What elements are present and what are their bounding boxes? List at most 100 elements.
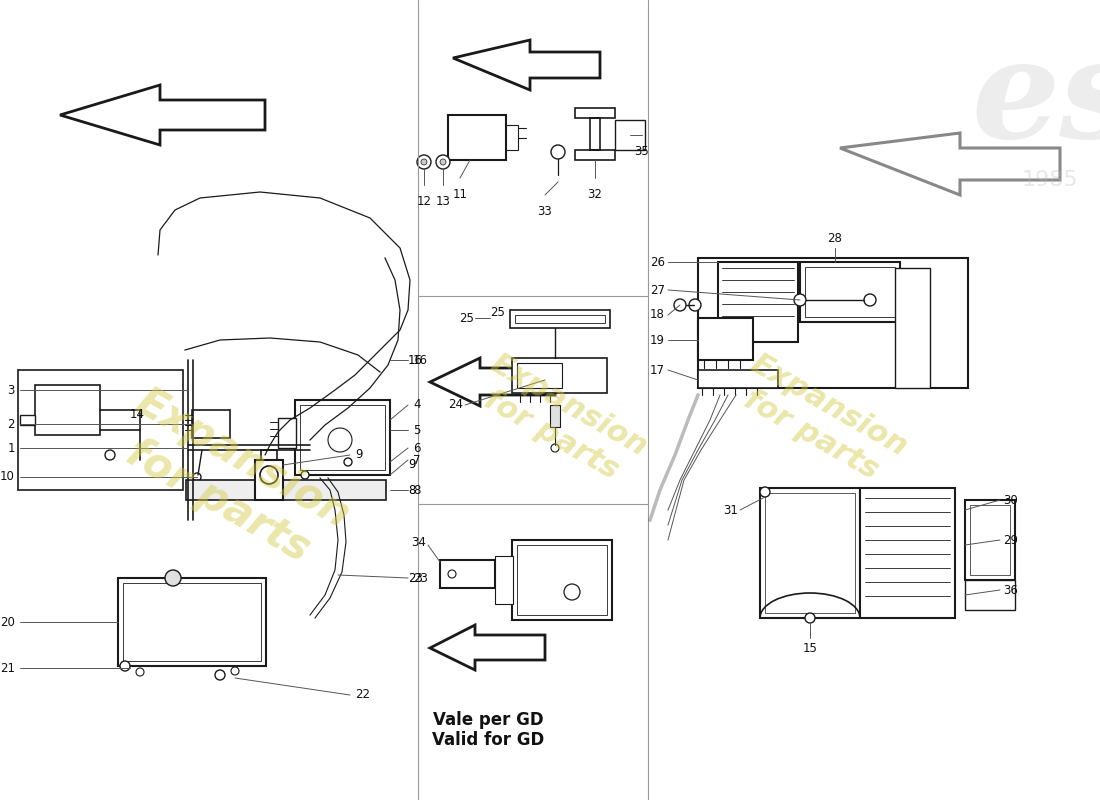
Text: 19: 19 [650, 334, 666, 346]
Bar [186, 480, 386, 500]
Text: 33: 33 [538, 205, 552, 218]
Circle shape [328, 428, 352, 452]
Text: 36: 36 [1003, 583, 1018, 597]
Text: Expansion
for parts: Expansion for parts [728, 349, 912, 491]
Text: 10: 10 [0, 470, 15, 483]
Text: 15: 15 [803, 642, 817, 655]
Text: Valid for GD: Valid for GD [432, 731, 544, 749]
Text: 13: 13 [436, 195, 450, 208]
Text: 6: 6 [412, 442, 420, 454]
Bar [517, 363, 562, 388]
Bar [512, 358, 607, 393]
Text: 34: 34 [411, 537, 426, 550]
Bar [970, 505, 1010, 575]
Bar [512, 540, 612, 620]
Text: 31: 31 [723, 503, 738, 517]
Text: 1: 1 [8, 442, 15, 454]
Text: 25: 25 [459, 311, 474, 325]
Bar [965, 580, 1015, 610]
Text: 23: 23 [408, 571, 422, 585]
Circle shape [564, 584, 580, 600]
Bar [495, 566, 507, 582]
Circle shape [674, 299, 686, 311]
Bar [698, 318, 754, 360]
Bar [300, 405, 385, 470]
Polygon shape [575, 108, 615, 160]
Text: 17: 17 [650, 363, 666, 377]
Text: 16: 16 [412, 354, 428, 366]
Bar [448, 115, 506, 160]
Text: 25: 25 [490, 306, 505, 319]
Polygon shape [60, 85, 265, 145]
Text: 8: 8 [412, 483, 420, 497]
Circle shape [104, 450, 116, 460]
Circle shape [344, 458, 352, 466]
Text: 12: 12 [417, 195, 431, 208]
Bar [805, 267, 895, 317]
Text: Vale per GD: Vale per GD [432, 711, 543, 729]
Circle shape [231, 667, 239, 675]
Circle shape [448, 570, 456, 578]
Polygon shape [430, 625, 544, 670]
Text: 2: 2 [8, 418, 15, 430]
Text: 5: 5 [412, 423, 420, 437]
Circle shape [260, 466, 278, 484]
Text: 22: 22 [355, 689, 370, 702]
Bar [255, 460, 283, 500]
Text: 20: 20 [0, 615, 15, 629]
Circle shape [136, 668, 144, 676]
Text: 23: 23 [412, 571, 428, 585]
Circle shape [301, 471, 309, 479]
Bar [18, 370, 183, 490]
Circle shape [120, 661, 130, 671]
Text: 16: 16 [408, 354, 424, 366]
Bar [123, 583, 261, 661]
Bar [895, 268, 930, 388]
Circle shape [192, 473, 201, 481]
Circle shape [440, 159, 446, 165]
Bar [615, 120, 645, 150]
Circle shape [805, 613, 815, 623]
Polygon shape [20, 415, 35, 425]
Text: 4: 4 [412, 398, 420, 411]
Bar [515, 315, 605, 323]
Bar [965, 500, 1015, 580]
Circle shape [689, 299, 701, 311]
Circle shape [417, 155, 431, 169]
Bar [760, 488, 860, 618]
Bar [698, 258, 968, 388]
Text: 11: 11 [452, 188, 468, 201]
Text: 18: 18 [650, 309, 666, 322]
Circle shape [436, 155, 450, 169]
Text: Expansion
for parts: Expansion for parts [103, 381, 356, 579]
Bar [440, 560, 495, 588]
Text: Expansion
for parts: Expansion for parts [469, 349, 652, 491]
Bar [517, 545, 607, 615]
Text: 8: 8 [408, 483, 416, 497]
Text: 21: 21 [0, 662, 15, 674]
Polygon shape [840, 133, 1060, 195]
Bar [764, 493, 855, 613]
Bar [118, 578, 266, 666]
Bar [295, 400, 390, 475]
Bar [550, 405, 560, 427]
Circle shape [214, 670, 225, 680]
Text: 32: 32 [587, 188, 603, 201]
Bar [800, 262, 900, 322]
Text: 30: 30 [1003, 494, 1018, 506]
Circle shape [864, 294, 876, 306]
Circle shape [760, 487, 770, 497]
Bar [698, 370, 778, 388]
Text: 35: 35 [635, 145, 649, 158]
Text: 26: 26 [650, 255, 666, 269]
Text: 1985: 1985 [1022, 170, 1078, 190]
Text: 9: 9 [408, 458, 416, 471]
Bar [510, 310, 610, 328]
Circle shape [551, 444, 559, 452]
Text: 27: 27 [650, 283, 666, 297]
Bar [278, 418, 296, 448]
Polygon shape [430, 358, 556, 406]
Text: 24: 24 [448, 398, 463, 411]
Text: 3: 3 [8, 383, 15, 397]
Text: 14: 14 [130, 409, 145, 422]
